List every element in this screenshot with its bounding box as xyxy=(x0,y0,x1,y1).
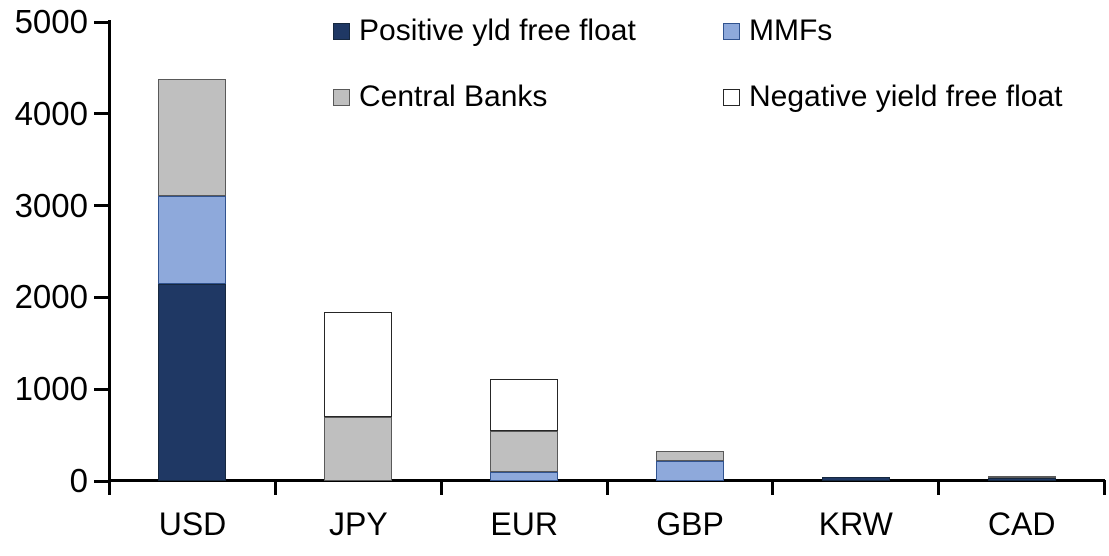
x-axis-tick xyxy=(439,480,443,495)
y-tick-label: 2000 xyxy=(14,278,88,316)
legend-label: Negative yield free float xyxy=(749,80,1063,113)
legend-swatch-negative-yield xyxy=(723,88,740,106)
legend-swatch-positive-yld xyxy=(333,22,350,40)
bar-segment-eur-negative-yield-free-float xyxy=(490,379,559,431)
y-axis-tick xyxy=(94,204,109,208)
bar-segment-krw-positive-yld-free-float xyxy=(821,477,890,481)
x-axis-tick xyxy=(937,480,941,495)
bar-segment-cad-positive-yld-free-float xyxy=(987,478,1056,481)
y-tick-label: 5000 xyxy=(14,3,88,40)
x-axis-tick xyxy=(108,480,111,495)
x-category-label: EUR xyxy=(490,506,558,542)
bar-segment-jpy-negative-yield-free-float xyxy=(324,312,393,417)
x-axis-tick xyxy=(1103,480,1106,495)
legend-item-central-banks: Central Banks xyxy=(333,80,547,114)
y-axis-tick xyxy=(94,112,109,116)
legend-swatch-central-banks xyxy=(333,88,350,106)
x-category-label: KRW xyxy=(818,506,893,542)
legend-label: MMFs xyxy=(749,14,833,47)
x-category-label: USD xyxy=(158,506,227,542)
x-axis-tick xyxy=(771,480,775,495)
y-tick-label: 3000 xyxy=(14,186,88,224)
y-axis xyxy=(108,20,111,482)
bar-segment-jpy-central-banks xyxy=(324,416,393,481)
bar-segment-cad-central-banks xyxy=(987,475,1056,479)
legend-label: Central Banks xyxy=(359,80,548,113)
x-category-label: CAD xyxy=(987,506,1056,542)
legend-swatch-mmfs xyxy=(723,22,740,40)
bar-segment-eur-central-banks xyxy=(490,430,559,472)
bar-segment-usd-mmfs xyxy=(158,196,227,284)
legend-item-negative-yield: Negative yield free float xyxy=(723,80,1063,114)
x-axis-tick xyxy=(273,480,277,495)
bar-segment-usd-central-banks xyxy=(158,78,227,197)
legend-label: Positive yld free float xyxy=(359,14,636,47)
x-category-label: GBP xyxy=(656,506,724,542)
y-tick-label: 4000 xyxy=(14,94,88,132)
legend-item-positive-yld: Positive yld free float xyxy=(333,14,636,48)
x-category-label: JPY xyxy=(328,506,388,542)
y-axis-tick xyxy=(94,387,109,391)
y-tick-label: 0 xyxy=(69,462,88,499)
bar-segment-gbp-mmfs xyxy=(655,460,724,481)
y-axis-tick xyxy=(94,479,109,483)
y-tick-label: 1000 xyxy=(14,370,88,408)
y-axis-tick xyxy=(94,295,109,299)
bar-segment-eur-mmfs xyxy=(490,471,559,481)
x-axis-tick xyxy=(605,480,609,495)
bar-segment-usd-positive-yld-free-float xyxy=(158,283,227,481)
legend-item-mmfs: MMFs xyxy=(723,14,832,48)
y-axis-tick xyxy=(94,20,109,24)
bar-segment-gbp-central-banks xyxy=(655,450,724,461)
